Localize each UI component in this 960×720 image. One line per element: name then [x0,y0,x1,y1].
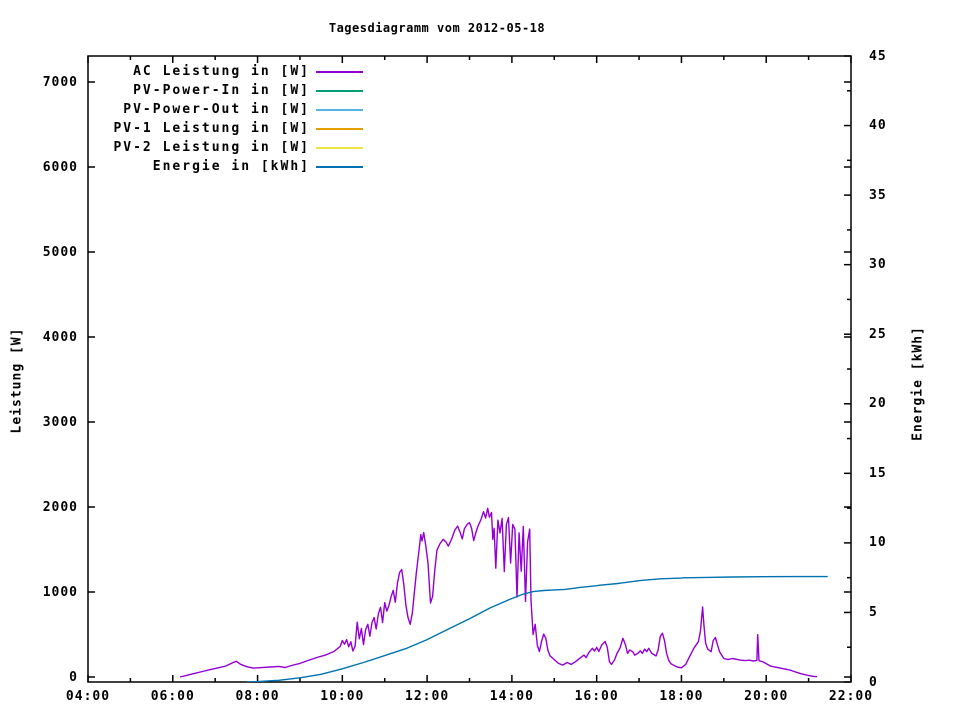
legend-label: PV-2 Leistung in [W] [113,140,310,155]
y-left-tick-label: 3000 [42,414,78,430]
chart-title: Tagesdiagramm vom 2012-05-18 [328,21,546,35]
y-right-tick-label: 15 [869,465,887,481]
x-tick-label: 06:00 [150,689,195,704]
x-tick-label: 16:00 [574,689,619,704]
legend-line-sample [316,127,363,130]
x-tick-label: 14:00 [489,689,534,704]
legend-line-sample [316,89,363,92]
y-left-tick-label: 4000 [42,329,78,345]
y-right-tick-label: 25 [869,326,887,342]
legend-label: AC Leistung in [W] [133,64,310,79]
legend-item: PV-Power-In in [W] [88,81,363,100]
y-right-tick-label: 5 [869,604,878,620]
legend-item: AC Leistung in [W] [88,62,363,81]
legend-line-sample [316,108,363,111]
y-left-tick-label: 1000 [42,584,78,600]
x-tick-label: 04:00 [65,689,111,704]
y-right-tick-label: 45 [869,48,887,64]
y-right-tick-label: 20 [869,396,887,412]
series-line-ac-leistung-in-w [179,507,818,678]
legend-line-sample [316,165,363,168]
legend-item: PV-1 Leistung in [W] [88,119,363,138]
y-left-tick-label: 2000 [42,499,78,515]
legend-item: Energie in [kWh] [88,157,363,176]
y-right-tick-label: 0 [869,674,878,690]
x-tick-label: 10:00 [320,689,365,704]
y-right-tick-label: 35 [869,187,887,203]
x-tick-label: 18:00 [659,689,704,704]
y-left-tick-label: 6000 [42,159,78,175]
x-tick-label: 20:00 [744,689,789,704]
legend-line-sample [316,70,363,73]
legend-label: PV-Power-In in [W] [133,83,310,98]
y-left-tick-label: 7000 [42,74,78,90]
legend-label: Energie in [kWh] [152,159,310,174]
y-left-tick-label: 0 [69,669,78,685]
y-right-tick-label: 40 [869,118,887,134]
y-left-tick-label: 5000 [42,244,78,260]
y-right-tick-label: 10 [869,535,887,551]
series-line-energie-in-kwh [246,575,828,682]
legend-item: PV-Power-Out in [W] [88,100,363,119]
legend-line-sample [316,146,363,149]
legend: AC Leistung in [W] PV-Power-In in [W] PV-P… [88,62,363,176]
y-right-tick-label: 30 [869,257,887,273]
x-tick-label: 08:00 [235,689,280,704]
legend-label: PV-1 Leistung in [W] [113,121,310,136]
legend-item: PV-2 Leistung in [W] [88,138,363,157]
legend-label: PV-Power-Out in [W] [123,102,310,117]
x-tick-label: 12:00 [405,689,450,704]
x-tick-label: 22:00 [828,689,874,704]
